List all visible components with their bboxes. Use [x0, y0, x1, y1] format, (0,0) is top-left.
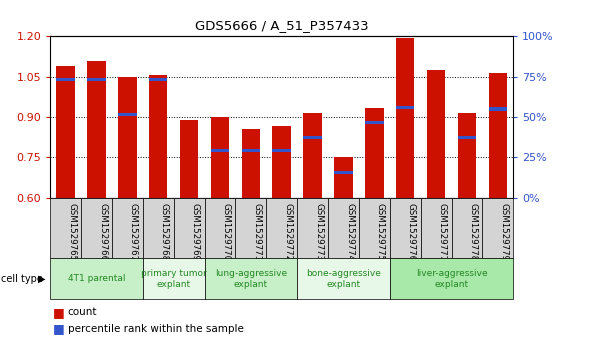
Bar: [211, 149, 230, 152]
Text: ■: ■: [53, 306, 65, 319]
Bar: [303, 135, 322, 139]
Bar: [266, 198, 297, 258]
Bar: [205, 258, 297, 299]
Text: GSM1529776: GSM1529776: [407, 203, 416, 261]
Bar: [359, 198, 390, 258]
Text: GSM1529774: GSM1529774: [345, 203, 354, 261]
Text: liver-aggressive
explant: liver-aggressive explant: [416, 269, 487, 289]
Text: percentile rank within the sample: percentile rank within the sample: [68, 323, 244, 334]
Bar: [334, 171, 353, 174]
Text: 4T1 parental: 4T1 parental: [68, 274, 125, 283]
Bar: [87, 61, 106, 198]
Text: GSM1529771: GSM1529771: [253, 203, 261, 261]
Bar: [303, 113, 322, 198]
Bar: [334, 158, 353, 198]
Bar: [458, 113, 476, 198]
Text: GSM1529770: GSM1529770: [221, 203, 231, 261]
Bar: [396, 106, 415, 109]
Bar: [235, 198, 266, 258]
Bar: [112, 198, 143, 258]
Bar: [56, 66, 75, 198]
Bar: [56, 78, 75, 81]
Title: GDS5666 / A_51_P357433: GDS5666 / A_51_P357433: [195, 19, 369, 32]
Bar: [489, 73, 507, 198]
Bar: [81, 198, 112, 258]
Bar: [365, 121, 384, 124]
Text: lung-aggressive
explant: lung-aggressive explant: [215, 269, 287, 289]
Bar: [297, 258, 390, 299]
Bar: [180, 120, 198, 198]
Bar: [143, 198, 173, 258]
Text: GSM1529766: GSM1529766: [98, 203, 107, 261]
Text: count: count: [68, 307, 97, 317]
Bar: [390, 258, 513, 299]
Bar: [273, 149, 291, 152]
Bar: [149, 76, 168, 198]
Bar: [50, 198, 81, 258]
Bar: [365, 108, 384, 198]
Bar: [205, 198, 235, 258]
Text: GSM1529767: GSM1529767: [129, 203, 138, 261]
Bar: [421, 198, 451, 258]
Text: GSM1529778: GSM1529778: [468, 203, 477, 261]
Text: GSM1529765: GSM1529765: [67, 203, 76, 261]
Text: GSM1529773: GSM1529773: [314, 203, 323, 261]
Bar: [118, 77, 137, 198]
Bar: [328, 198, 359, 258]
Text: GSM1529777: GSM1529777: [438, 203, 447, 261]
Bar: [489, 107, 507, 111]
Text: ▶: ▶: [38, 274, 46, 284]
Bar: [390, 198, 421, 258]
Bar: [451, 198, 483, 258]
Text: cell type: cell type: [1, 274, 42, 284]
Bar: [149, 78, 168, 81]
Bar: [241, 129, 260, 198]
Text: GSM1529768: GSM1529768: [160, 203, 169, 261]
Bar: [483, 198, 513, 258]
Text: primary tumor
explant: primary tumor explant: [141, 269, 206, 289]
Bar: [427, 70, 445, 198]
Bar: [273, 126, 291, 198]
Bar: [87, 78, 106, 81]
Text: bone-aggressive
explant: bone-aggressive explant: [306, 269, 381, 289]
Bar: [50, 258, 143, 299]
Text: GSM1529775: GSM1529775: [376, 203, 385, 261]
Text: GSM1529779: GSM1529779: [499, 203, 509, 261]
Bar: [396, 38, 415, 198]
Bar: [458, 135, 476, 139]
Text: GSM1529769: GSM1529769: [191, 203, 199, 261]
Bar: [297, 198, 328, 258]
Bar: [173, 198, 205, 258]
Text: GSM1529772: GSM1529772: [283, 203, 292, 261]
Text: ■: ■: [53, 322, 65, 335]
Bar: [211, 117, 230, 198]
Bar: [241, 149, 260, 152]
Bar: [118, 113, 137, 116]
Bar: [143, 258, 205, 299]
